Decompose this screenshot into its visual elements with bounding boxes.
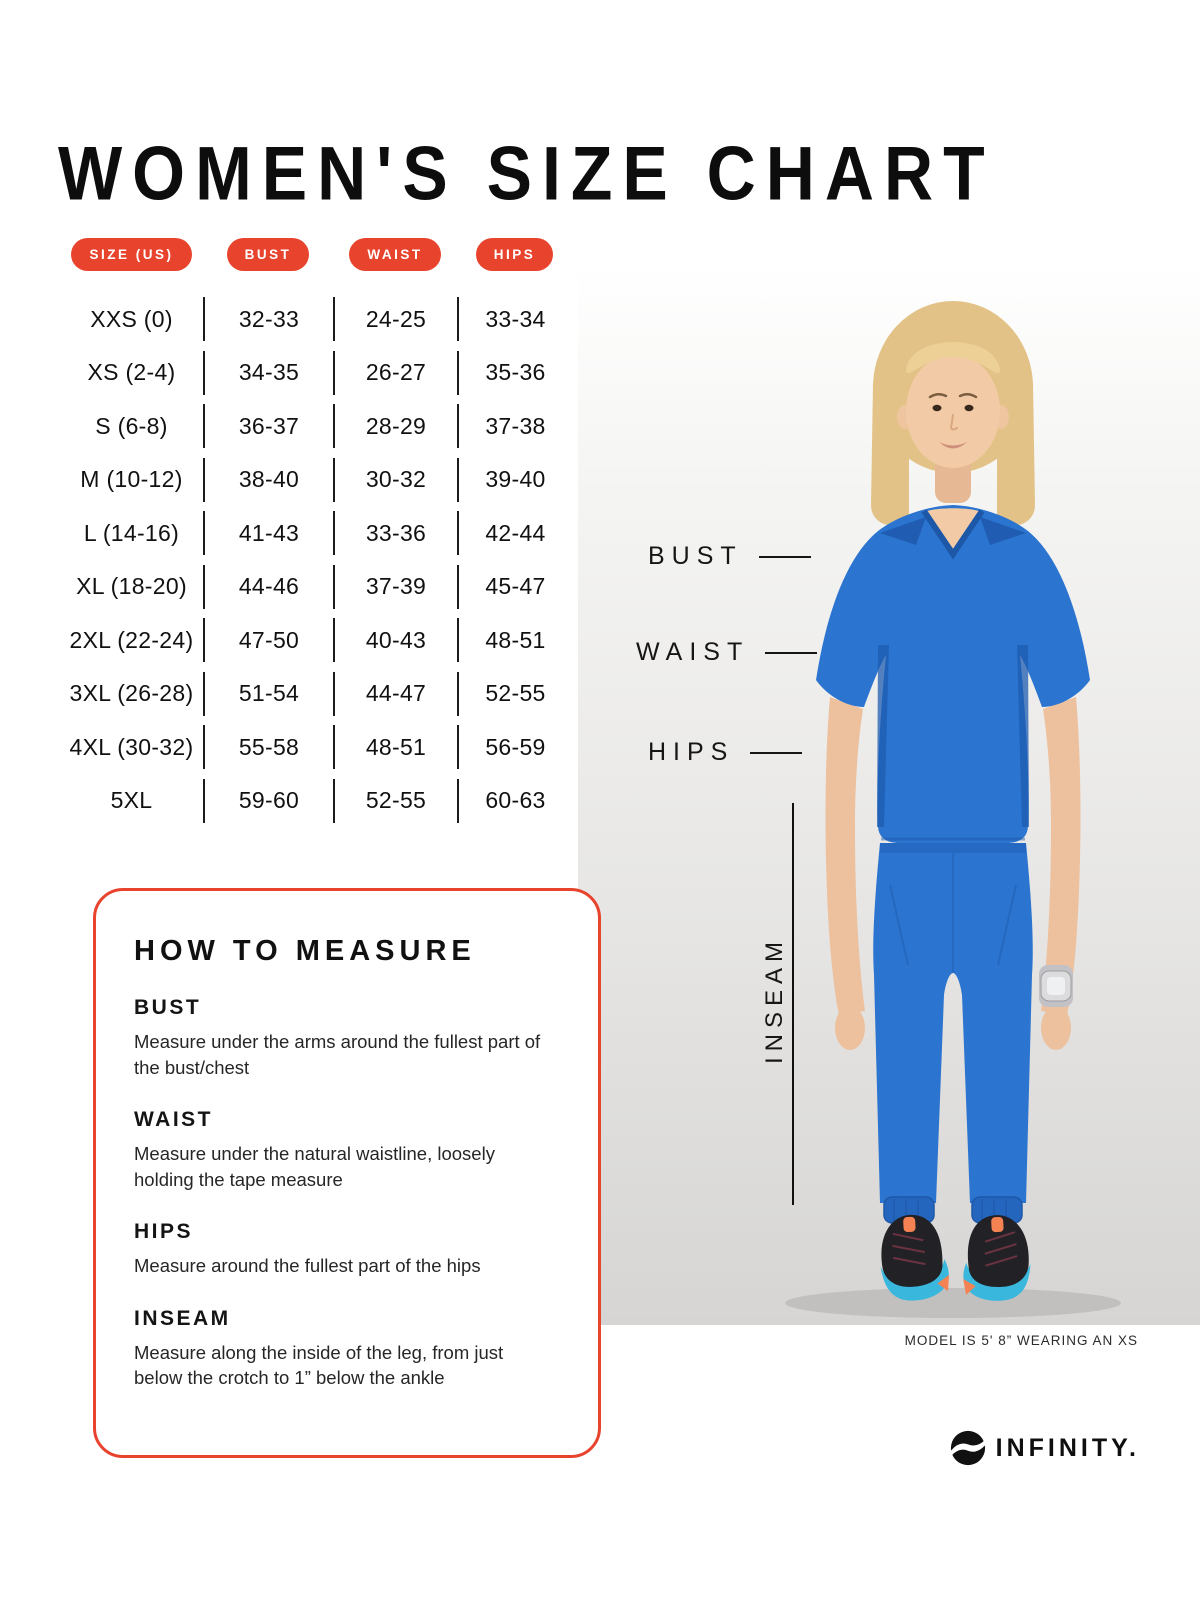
measure-section: INSEAM Measure along the inside of the l… [134,1307,554,1391]
waist-pointer: WAIST [636,638,818,667]
hips-pointer: HIPS [648,738,803,767]
cell-bust: 47-50 [203,618,333,662]
cell-bust: 51-54 [203,671,333,716]
model-photo: BUST WAIST HIPS INSEAM [578,265,1200,1325]
cell-size: 3XL (26-28) [69,680,194,706]
measure-section: HIPS Measure around the fullest part of … [134,1220,554,1279]
header-pill-hips: HIPS [475,238,554,271]
cell-size: 5XL [110,787,153,813]
waist-pointer-label: WAIST [636,638,750,666]
how-to-measure-box: HOW TO MEASURE BUST Measure under the ar… [93,888,601,1458]
cell-hips: 45-47 [457,564,572,609]
header-pill-size: SIZE (US) [71,238,192,271]
model-caption: MODEL IS 5' 8” WEARING AN XS [904,1333,1138,1348]
measure-section-text: Measure around the fullest part of the h… [134,1255,481,1277]
cell-bust: 59-60 [203,778,333,823]
table-row: 5XL 59-60 52-55 60-63 [60,778,572,823]
inseam-label: INSEAM [761,935,788,1064]
cell-waist: 33-36 [333,511,457,555]
cell-bust: 36-37 [203,404,333,448]
bust-pointer-line [758,555,811,558]
cell-waist: 26-27 [333,350,457,395]
table-row: XXS (0) 32-33 24-25 33-34 [60,297,572,341]
hips-pointer-label: HIPS [648,738,735,766]
table-row: XL (18-20) 44-46 37-39 45-47 [60,564,572,609]
cell-hips: 42-44 [457,511,572,555]
header-pill-waist: WAIST [349,238,441,271]
cell-hips: 48-51 [457,618,572,662]
measure-section: WAIST Measure under the natural waistlin… [134,1108,554,1192]
cell-size: S (6-8) [95,412,168,439]
cell-waist: 52-55 [333,778,457,823]
cell-size: XL (18-20) [76,573,187,599]
measure-section: BUST Measure under the arms around the f… [134,996,554,1080]
model-illustration [785,301,1121,1318]
cell-bust: 32-33 [203,297,333,341]
infinity-logo-text: INFINITY. [995,1433,1140,1462]
header-pill-bust: BUST [226,238,310,271]
size-table: SIZE (US) BUST WAIST HIPS XXS (0) 32-33 … [60,238,572,832]
cell-waist: 48-51 [333,725,457,769]
table-row: S (6-8) 36-37 28-29 37-38 [60,404,572,448]
page-title: WOMEN'S SIZE CHART [58,130,995,216]
cell-bust: 38-40 [203,457,333,502]
measure-section-heading: HIPS [134,1220,194,1244]
cell-size: 4XL (30-32) [69,733,194,760]
cell-bust: 41-43 [203,511,333,555]
table-row: XS (2-4) 34-35 26-27 35-36 [60,350,572,395]
cell-bust: 55-58 [203,725,333,769]
measure-section-heading: INSEAM [134,1306,231,1330]
bust-pointer: BUST [648,542,811,571]
cell-bust: 34-35 [203,350,333,395]
cell-hips: 37-38 [457,404,572,448]
how-to-measure-title: HOW TO MEASURE [134,935,476,967]
measure-section-heading: BUST [134,996,202,1019]
cell-size: 2XL (22-24) [69,626,194,653]
table-row: 3XL (26-28) 51-54 44-47 52-55 [60,671,572,716]
cell-hips: 33-34 [457,297,572,341]
cell-size: L (14-16) [83,519,180,546]
cell-waist: 44-47 [333,671,457,716]
brand-logo: INFINITY. [950,1430,1140,1466]
waist-pointer-line [765,651,818,654]
cell-hips: 60-63 [457,778,572,823]
cell-waist: 37-39 [333,564,457,609]
infinity-logo-icon [950,1430,985,1466]
measure-section-text: Measure under the arms around the fulles… [134,1031,541,1078]
cell-size: M (10-12) [80,466,183,492]
cell-hips: 52-55 [457,671,572,716]
cell-size: XS (2-4) [87,359,176,385]
table-row: 4XL (30-32) 55-58 48-51 56-59 [60,725,572,769]
table-row: 2XL (22-24) 47-50 40-43 48-51 [60,618,572,662]
hips-pointer-line [750,751,803,754]
measure-section-text: Measure under the natural waistline, loo… [134,1143,495,1190]
table-row: M (10-12) 38-40 30-32 39-40 [60,457,572,502]
table-row: L (14-16) 41-43 33-36 42-44 [60,511,572,555]
cell-hips: 56-59 [457,725,572,769]
cell-hips: 39-40 [457,457,572,502]
inseam-line [792,803,794,1205]
size-table-body: XXS (0) 32-33 24-25 33-34 XS (2-4) 34-35… [60,297,572,823]
measure-section-text: Measure along the inside of the leg, fro… [134,1341,504,1389]
cell-size: XXS (0) [90,305,173,332]
measure-section-heading: WAIST [134,1108,213,1132]
cell-waist: 40-43 [333,618,457,662]
cell-bust: 44-46 [203,564,333,609]
size-table-header: SIZE (US) BUST WAIST HIPS [60,238,572,271]
cell-hips: 35-36 [457,350,572,395]
cell-waist: 28-29 [333,404,457,448]
bust-pointer-label: BUST [648,542,743,570]
cell-waist: 30-32 [333,457,457,502]
cell-waist: 24-25 [333,297,457,341]
